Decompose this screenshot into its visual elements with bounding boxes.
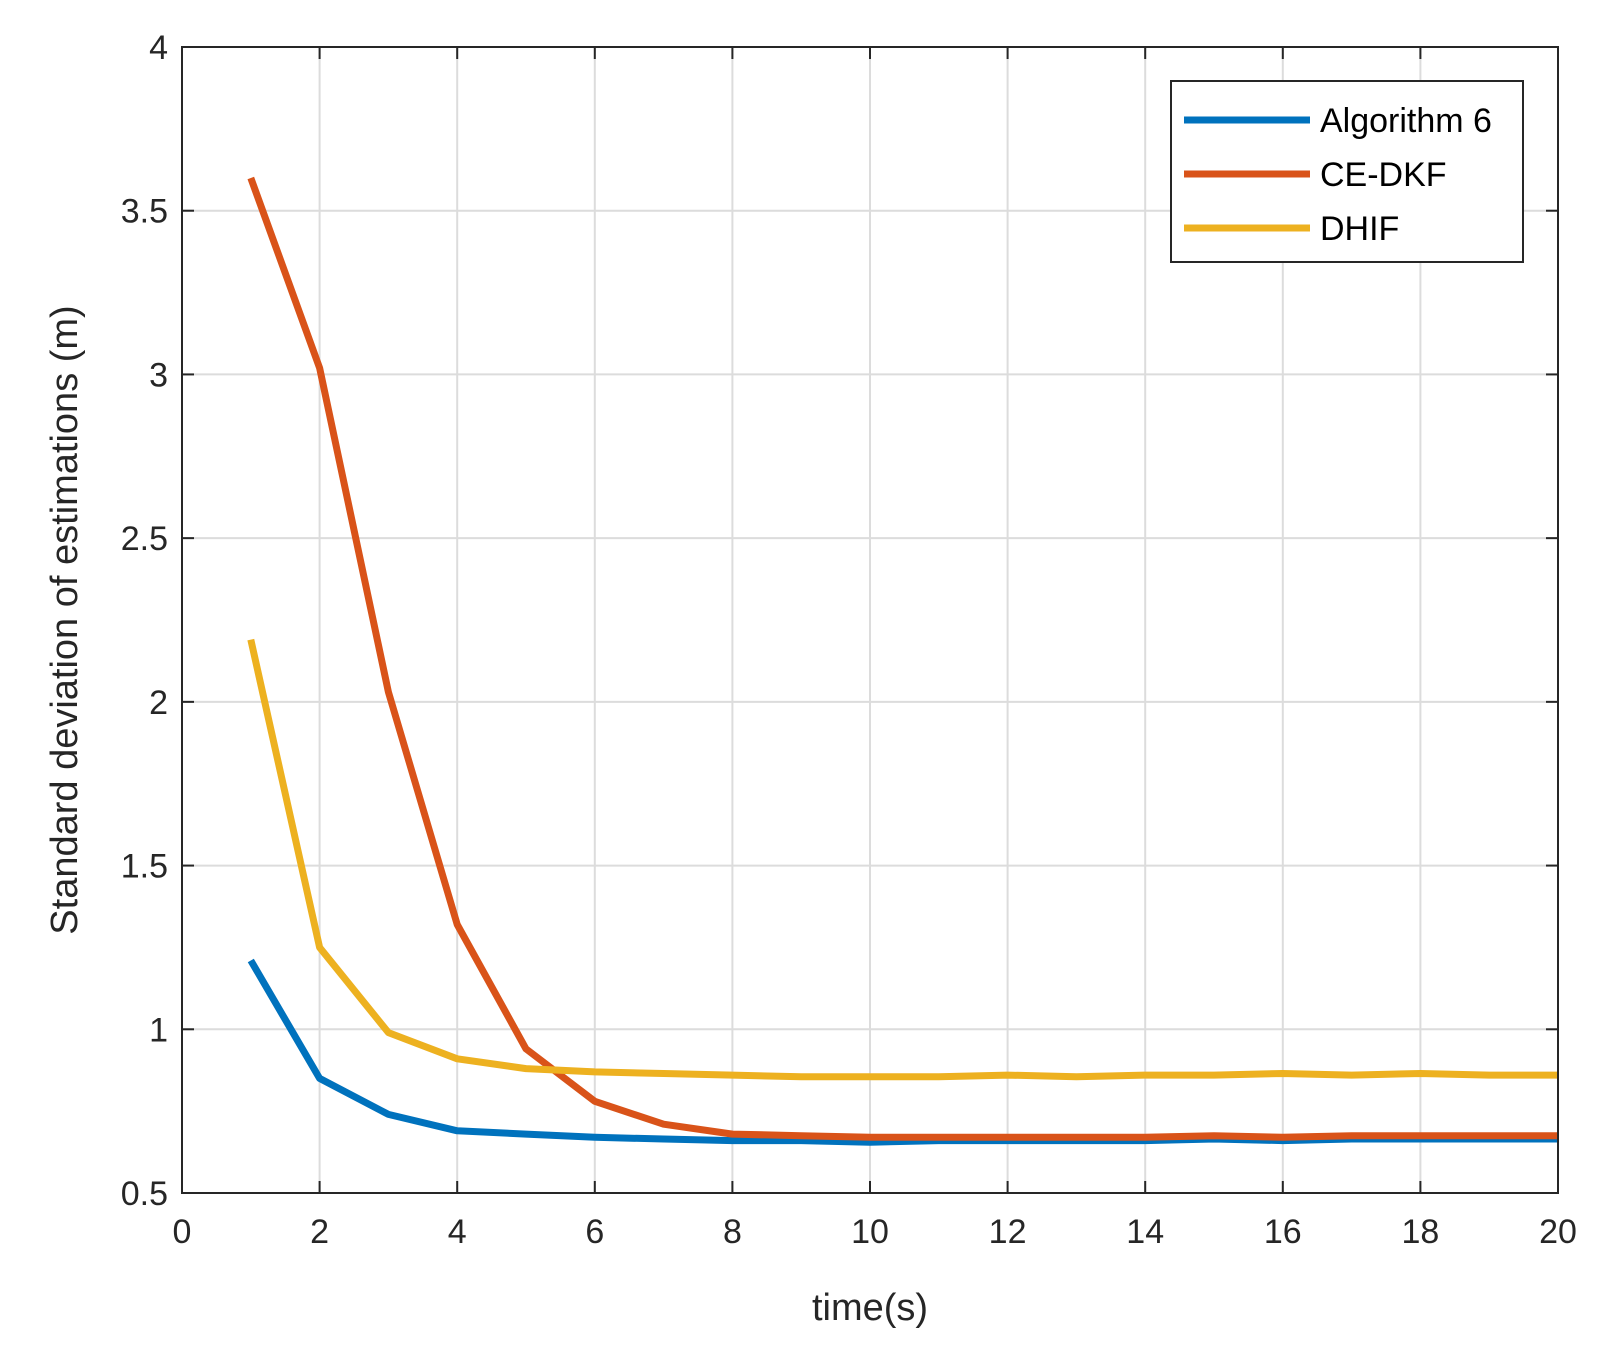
- legend-label-ce-dkf: CE-DKF: [1320, 156, 1447, 194]
- series-line-dhif: [247, 638, 1558, 1081]
- legend-label-algorithm-6: Algorithm 6: [1320, 102, 1492, 140]
- y-axis-title: Standard deviation of estimations (m): [44, 305, 86, 934]
- x-tick-label: 20: [1539, 1213, 1577, 1251]
- y-tick-label: 1: [149, 1011, 168, 1049]
- y-tick-label: 4: [149, 29, 168, 67]
- x-tick-label: 6: [585, 1213, 604, 1251]
- x-tick-label: 16: [1264, 1213, 1302, 1251]
- x-axis-title: time(s): [812, 1287, 928, 1329]
- x-tick-label: 2: [310, 1213, 329, 1251]
- y-tick-label: 3: [149, 356, 168, 394]
- x-tick-label: 8: [723, 1213, 742, 1251]
- y-tick-label: 3.5: [121, 193, 168, 231]
- tick-marks: [181, 46, 1559, 1194]
- y-tick-label: 0.5: [121, 1175, 168, 1213]
- x-tick-label: 10: [851, 1213, 889, 1251]
- x-tick-label: 0: [173, 1213, 192, 1251]
- y-tick-label: 2.5: [121, 520, 168, 558]
- y-tick-labels: 0.5 1 1.5 2 2.5 3 3.5 4: [121, 29, 168, 1213]
- x-tick-label: 18: [1401, 1213, 1439, 1251]
- series-lines: [247, 176, 1558, 1146]
- x-tick-label: 14: [1126, 1213, 1164, 1251]
- x-tick-label: 4: [448, 1213, 467, 1251]
- x-tick-labels: 0 2 4 6 8 10 12 14 16 18 20: [173, 1213, 1577, 1251]
- y-tick-label: 1.5: [121, 848, 168, 886]
- legend-label-dhif: DHIF: [1320, 210, 1399, 248]
- series-line-ce-dkf: [247, 176, 1558, 1141]
- x-tick-label: 12: [989, 1213, 1027, 1251]
- legend: Algorithm 6 CE-DKF DHIF: [1170, 80, 1524, 263]
- y-tick-label: 2: [149, 684, 168, 722]
